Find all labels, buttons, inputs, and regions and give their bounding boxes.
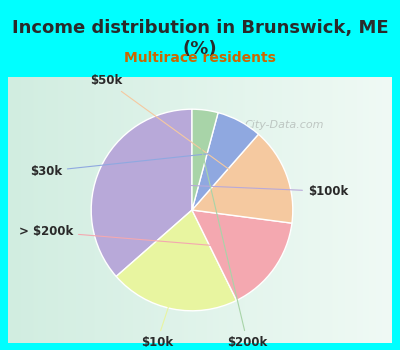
Text: > $200k: > $200k: [19, 225, 242, 248]
Text: $50k: $50k: [90, 74, 251, 185]
Wedge shape: [116, 210, 236, 311]
Wedge shape: [192, 109, 218, 210]
Wedge shape: [192, 210, 292, 300]
Text: $100k: $100k: [135, 183, 348, 198]
Wedge shape: [192, 134, 293, 223]
Text: Multirace residents: Multirace residents: [124, 51, 276, 65]
Text: Income distribution in Brunswick, ME
(%): Income distribution in Brunswick, ME (%): [12, 19, 388, 58]
Text: $200k: $200k: [201, 148, 268, 349]
Text: City-Data.com: City-Data.com: [245, 120, 324, 130]
Text: $10k: $10k: [141, 277, 178, 349]
Text: $30k: $30k: [30, 153, 220, 178]
Wedge shape: [91, 109, 192, 276]
Wedge shape: [192, 113, 258, 210]
